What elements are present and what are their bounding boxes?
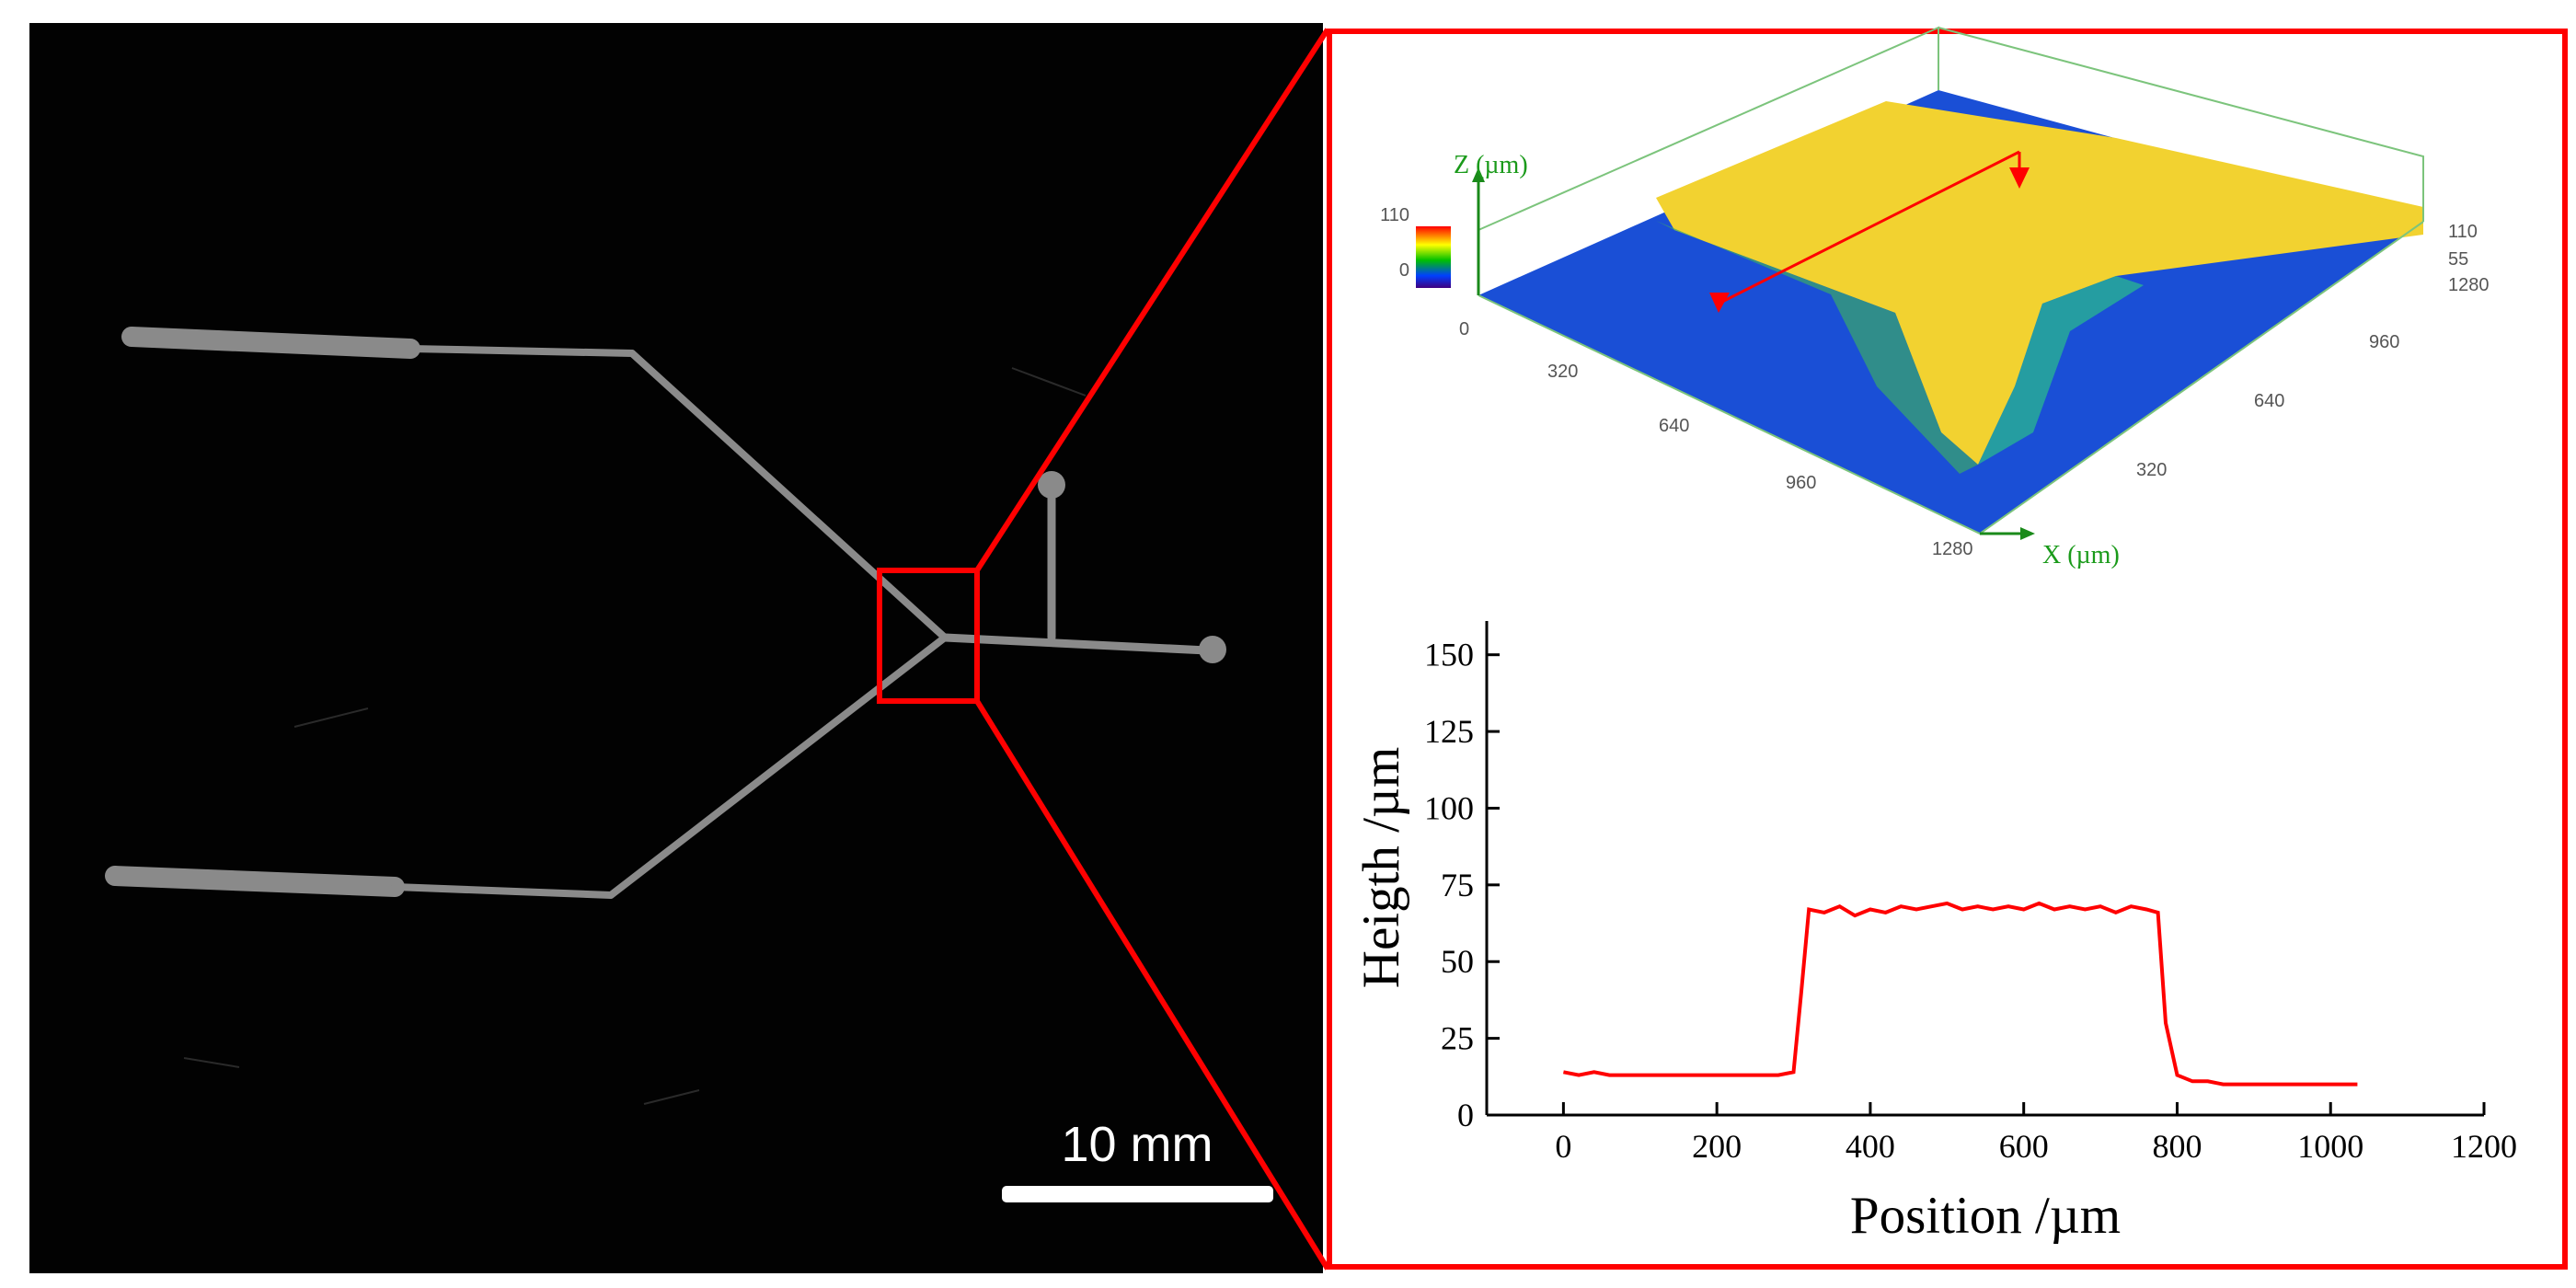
x-tick-label: 1000 (2297, 1128, 2363, 1165)
z-tick: 110 (2448, 222, 2478, 242)
profile-arrow (1718, 150, 2020, 305)
profile-arrow (1709, 293, 1730, 313)
z-tick: 55 (2448, 249, 2468, 270)
axis-arrow (2020, 527, 2035, 540)
surface-wall (1978, 276, 2144, 465)
x-tick-label: 0 (1555, 1128, 1571, 1165)
zoom-box (877, 568, 980, 704)
scratches (183, 367, 1087, 1105)
left-tick: 1280 (1932, 539, 1973, 559)
y-tick-label: 150 (1424, 637, 1474, 673)
y-axis-title: Heigth /µm (1352, 747, 1410, 988)
right-tick: 640 (2254, 391, 2284, 411)
zoom-line (974, 28, 1330, 572)
zoom-line (974, 699, 1330, 1271)
left-tick: 960 (1786, 473, 1816, 493)
surface-wall (1656, 221, 1978, 474)
scale-label: 10 mm (1061, 1117, 1213, 1172)
y-tick-label: 100 (1424, 789, 1474, 826)
profile-chart: Position /µm Heigth /µm 0 200 400 600 800 100… (1352, 621, 2517, 1245)
x-tick-label: 400 (1846, 1128, 1895, 1165)
surface-ridge (1656, 101, 2423, 465)
profile-line (1563, 901, 2358, 1087)
x-tick-label: 800 (2152, 1128, 2202, 1165)
x-tick-label: 600 (1999, 1128, 2049, 1165)
y-tick-label: 25 (1441, 1020, 1474, 1057)
z-axis-label: Z (µm) (1454, 151, 1528, 179)
colorbar-tick: 110 (1380, 205, 1409, 225)
right-tick: 960 (2369, 332, 2399, 352)
left-tick: 320 (1547, 362, 1578, 382)
left-tick: 0 (1459, 319, 1469, 339)
colorbar-tick: 0 (1399, 260, 1409, 281)
left-tick: 640 (1659, 416, 1689, 436)
x-axis-title: Position /µm (1850, 1187, 2121, 1245)
scale-bar (1002, 1186, 1273, 1202)
x-tick-label: 1200 (2451, 1128, 2517, 1165)
y-tick-label: 0 (1457, 1097, 1474, 1133)
right-tick: 320 (2136, 460, 2167, 480)
y-tick-label: 50 (1441, 943, 1474, 980)
y-tick-label: 125 (1424, 713, 1474, 750)
outlet (1199, 636, 1226, 663)
x-tick-label: 200 (1692, 1128, 1742, 1165)
axis-arrow (1472, 167, 1485, 182)
colorbar (1416, 226, 1451, 288)
channels (105, 327, 1212, 899)
x-axis-label: X (µm) (2042, 541, 2120, 569)
y-tick-label: 75 (1441, 867, 1474, 903)
profile-arrow (2009, 167, 2030, 189)
surface-plot: Z (µm) X (µm) 110 0 110 55 0 320 640 960… (1380, 26, 2490, 569)
inlet (1038, 471, 1065, 499)
right-tick: 1280 (2448, 275, 2490, 295)
